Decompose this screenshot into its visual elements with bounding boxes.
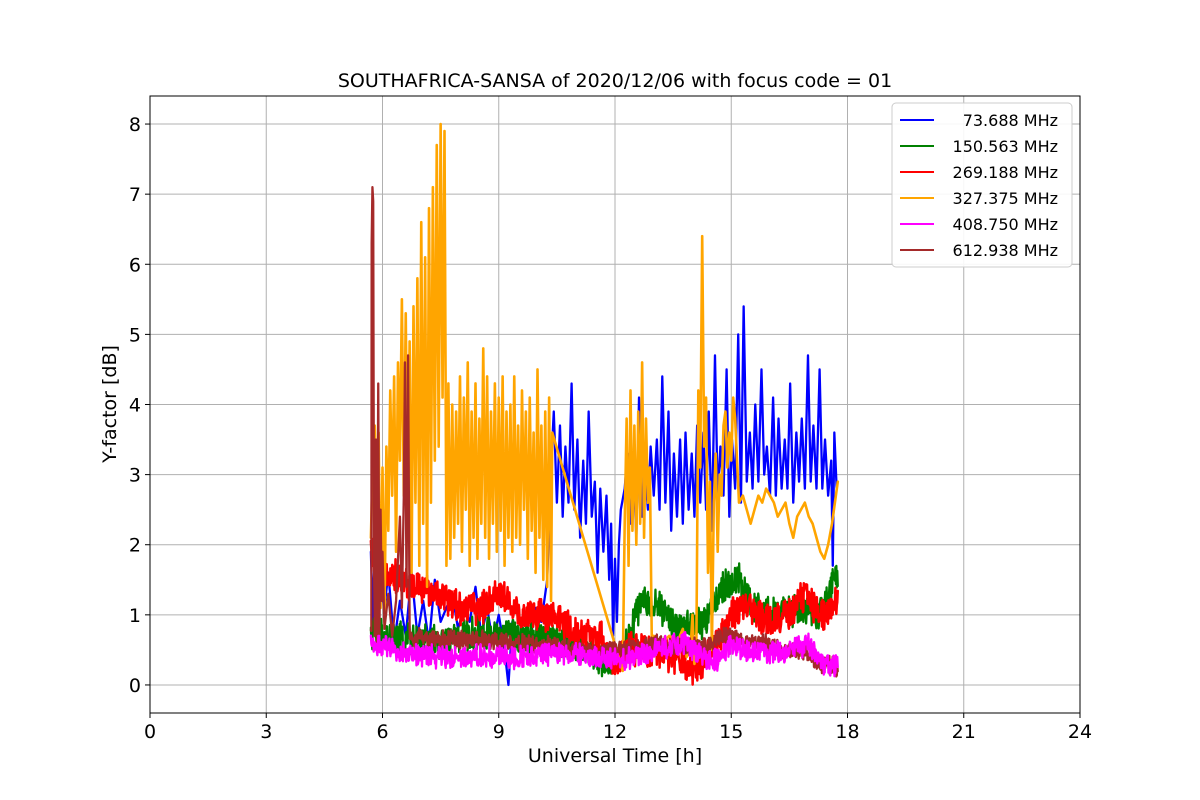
- y-tick-label: 2: [129, 535, 141, 557]
- series-layer: [369, 122, 840, 687]
- x-axis-label: Universal Time [h]: [528, 745, 702, 767]
- y-tick-label: 7: [129, 184, 141, 206]
- y-tick-label: 0: [129, 675, 141, 697]
- legend-label: 269.188 MHz: [953, 163, 1058, 182]
- x-tick-label: 9: [493, 721, 505, 743]
- series-line-6: [369, 186, 839, 678]
- legend-label: 150.563 MHz: [953, 137, 1058, 156]
- y-tick-label: 1: [129, 605, 141, 627]
- series-line-5: [369, 631, 839, 678]
- x-tick-label: 3: [260, 721, 272, 743]
- y-tick-label: 4: [129, 395, 141, 417]
- legend-box: [891, 102, 1073, 268]
- x-tick-label: 0: [144, 721, 156, 743]
- legend: 73.688 MHz 150.563 MHz 269.188 MHz 327.375 …: [891, 102, 1073, 268]
- legend-label: 327.375 MHz: [953, 189, 1058, 208]
- legend-label: 73.688 MHz: [963, 111, 1058, 130]
- series-line-4: [369, 122, 840, 673]
- y-axis-label: Y-factor [dB]: [99, 345, 121, 464]
- x-tick-label: 15: [719, 721, 743, 743]
- x-tick-label: 21: [952, 721, 976, 743]
- legend-label: 612.938 MHz: [953, 241, 1058, 260]
- chart-title: SOUTHAFRICA-SANSA of 2020/12/06 with foc…: [338, 70, 892, 92]
- x-tick-label: 6: [376, 721, 388, 743]
- grid: [149, 96, 1081, 713]
- y-tick-label: 6: [129, 254, 141, 276]
- y-tick-label: 5: [129, 324, 141, 346]
- legend-label: 408.750 MHz: [953, 215, 1058, 234]
- y-tick-label: 3: [129, 465, 141, 487]
- x-tick-label: 18: [835, 721, 859, 743]
- y-tick-label: 8: [129, 114, 141, 136]
- x-tick-label: 24: [1068, 721, 1092, 743]
- x-tick-label: 12: [603, 721, 627, 743]
